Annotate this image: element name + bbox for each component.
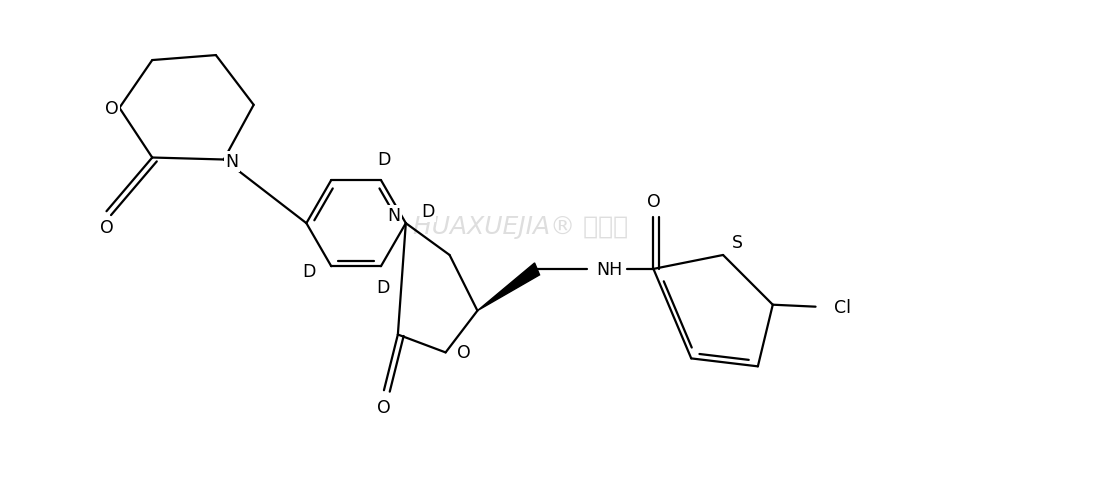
Text: HUAXUEJIA® 化学加: HUAXUEJIA® 化学加 xyxy=(412,215,628,238)
Text: D: D xyxy=(302,263,316,281)
Text: N: N xyxy=(225,153,238,171)
Polygon shape xyxy=(478,264,540,311)
Text: O: O xyxy=(647,193,660,211)
Text: N: N xyxy=(388,207,400,225)
Text: D: D xyxy=(377,279,390,297)
Text: D: D xyxy=(375,152,388,170)
Text: D: D xyxy=(421,203,434,221)
Text: O: O xyxy=(104,100,119,118)
Text: NH: NH xyxy=(596,261,623,279)
Text: O: O xyxy=(456,344,471,362)
Text: O: O xyxy=(377,398,391,416)
Text: O: O xyxy=(100,219,113,236)
Text: S: S xyxy=(731,233,742,252)
Text: D: D xyxy=(377,151,391,169)
Text: Cl: Cl xyxy=(834,298,851,316)
